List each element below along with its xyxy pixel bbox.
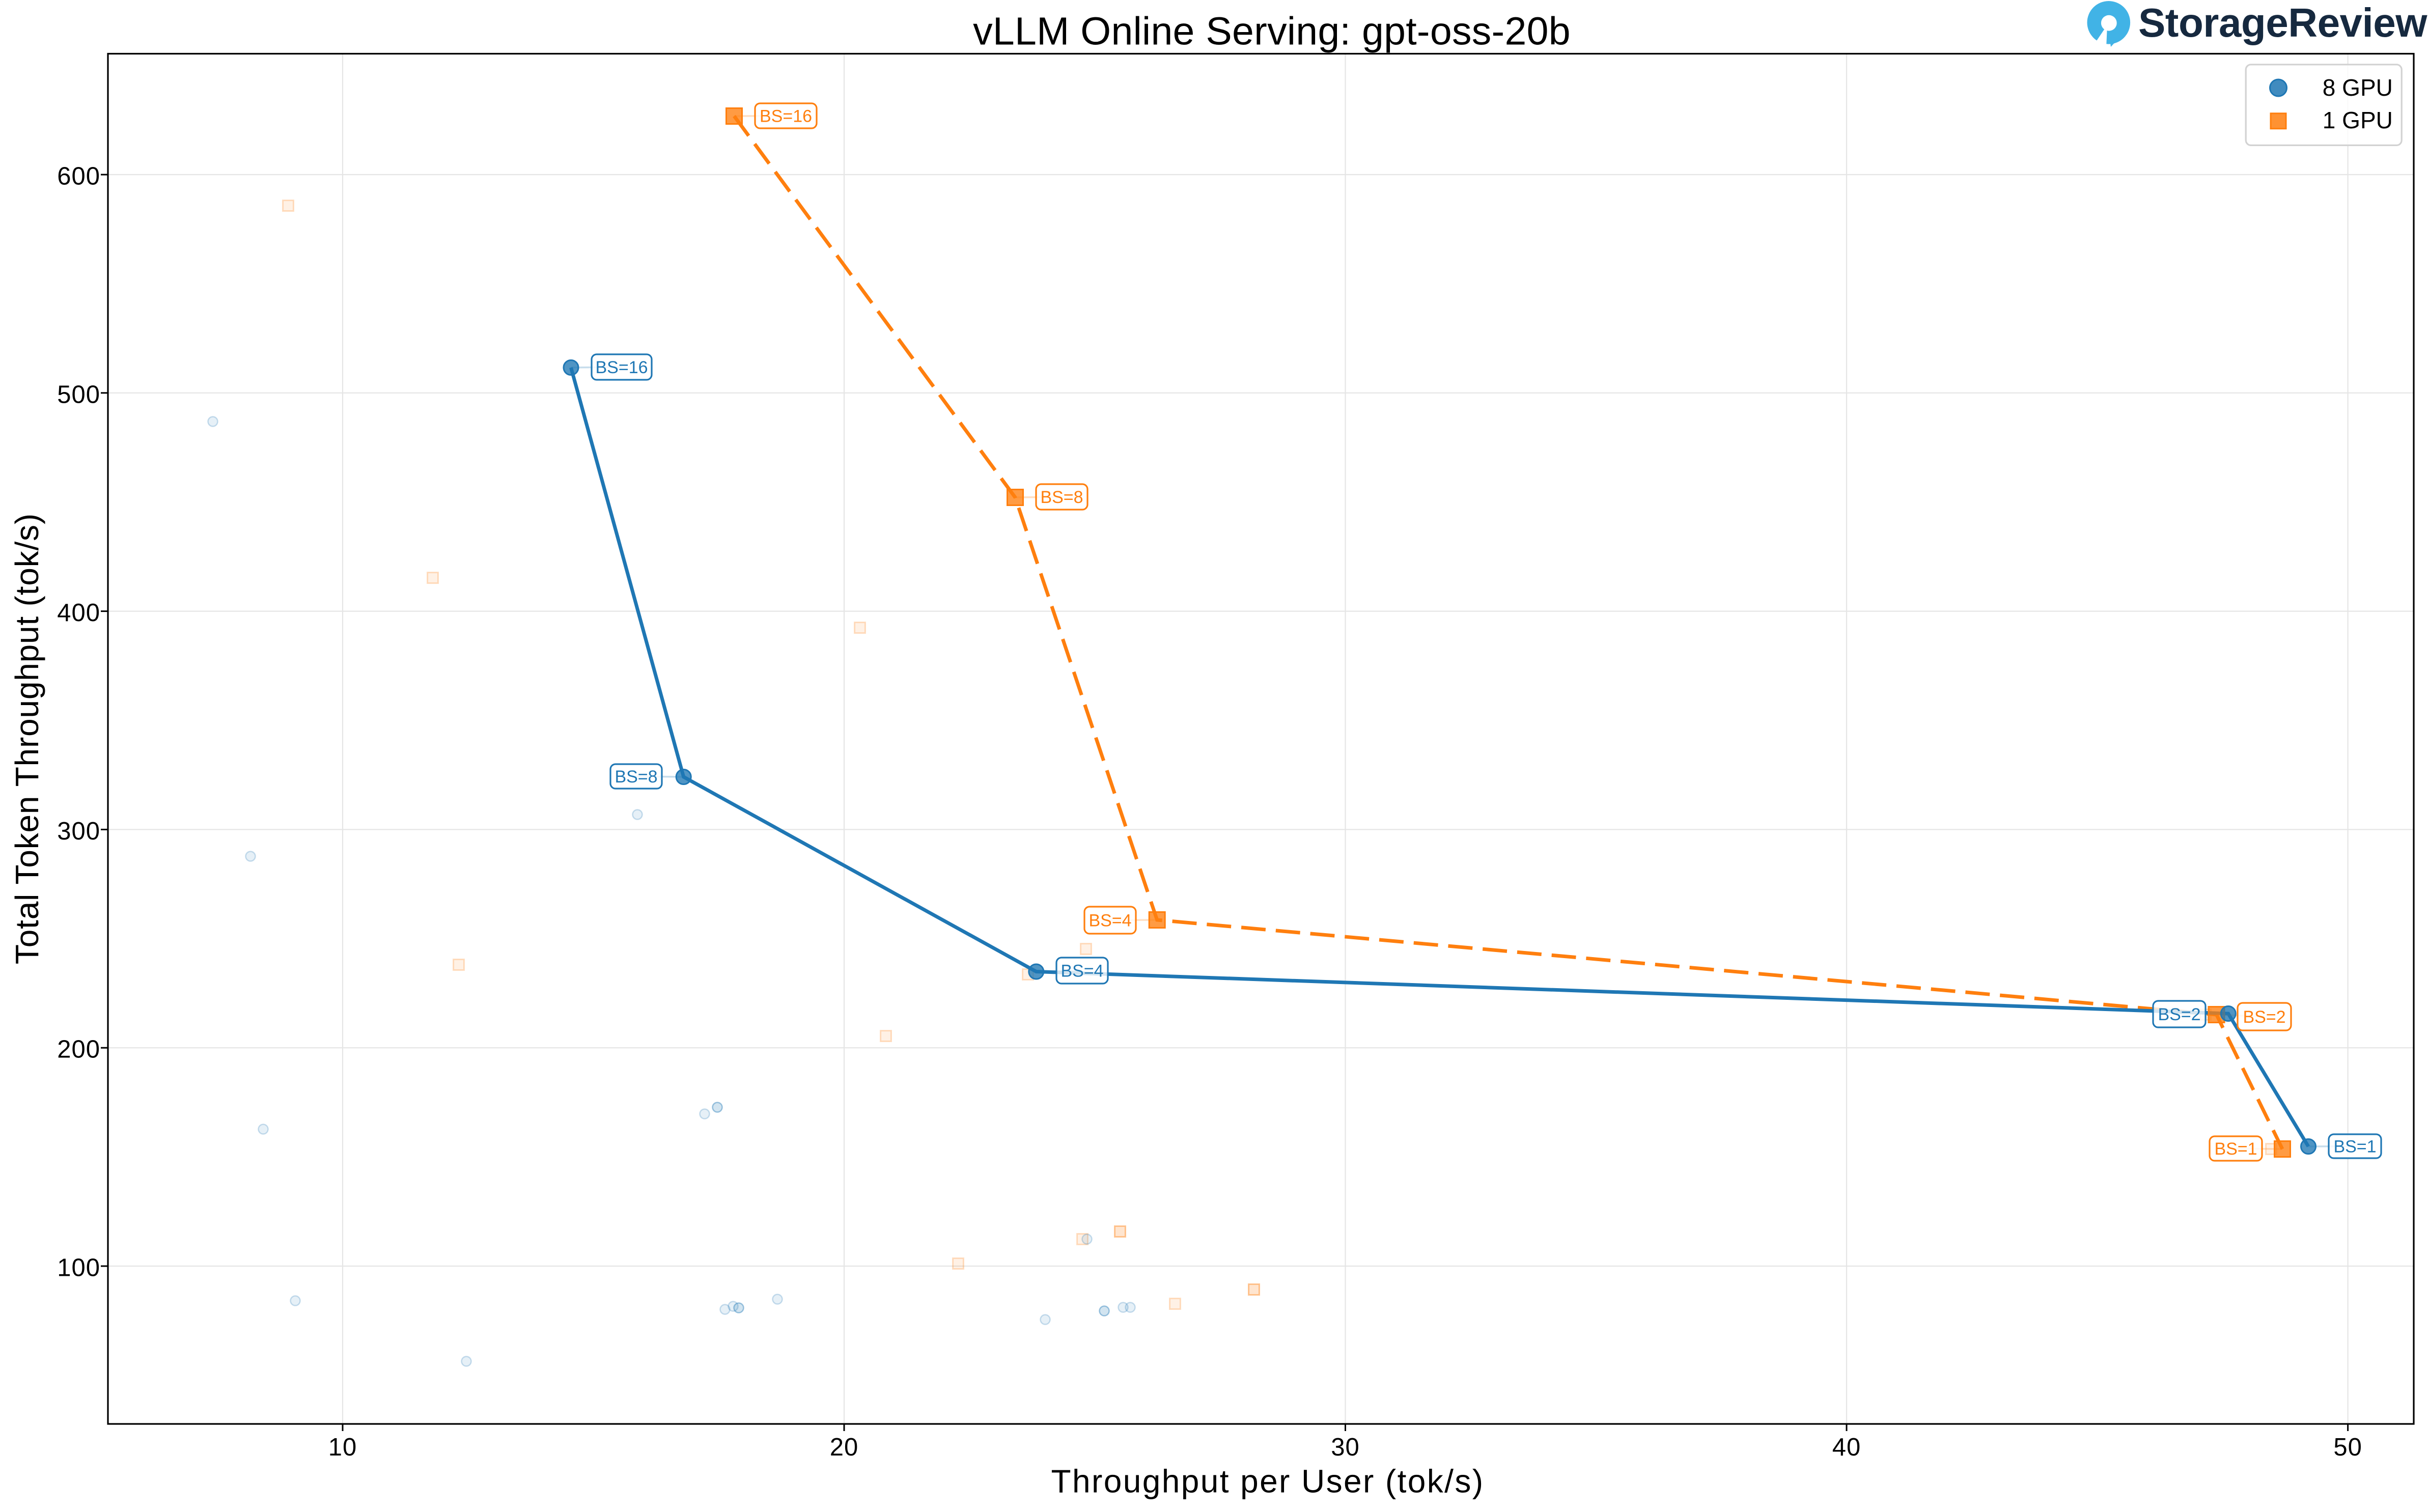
svg-text:300: 300	[57, 818, 100, 845]
svg-text:BS=1: BS=1	[2214, 1139, 2257, 1159]
svg-text:Total Token Throughput (tok/s): Total Token Throughput (tok/s)	[9, 513, 45, 964]
svg-text:40: 40	[1832, 1434, 1861, 1461]
svg-text:BS=16: BS=16	[760, 107, 812, 126]
svg-text:BS=2: BS=2	[2243, 1007, 2285, 1027]
svg-text:50: 50	[2333, 1434, 2362, 1461]
svg-text:600: 600	[57, 163, 100, 190]
svg-text:8 GPU: 8 GPU	[2323, 74, 2393, 101]
svg-text:100: 100	[57, 1254, 100, 1282]
svg-text:10: 10	[328, 1434, 357, 1461]
svg-text:500: 500	[57, 381, 100, 408]
svg-text:400: 400	[57, 599, 100, 627]
svg-text:BS=8: BS=8	[1040, 488, 1083, 507]
svg-text:1 GPU: 1 GPU	[2323, 107, 2393, 133]
svg-text:vLLM Online Serving: gpt-oss-2: vLLM Online Serving: gpt-oss-20b	[973, 10, 1571, 53]
svg-text:BS=16: BS=16	[595, 358, 648, 377]
svg-text:200: 200	[57, 1036, 100, 1063]
svg-text:30: 30	[1331, 1434, 1360, 1461]
svg-text:BS=4: BS=4	[1089, 911, 1131, 931]
svg-text:BS=1: BS=1	[2333, 1137, 2376, 1157]
svg-text:BS=2: BS=2	[2158, 1005, 2200, 1024]
svg-text:Throughput per User (tok/s): Throughput per User (tok/s)	[1051, 1463, 1485, 1500]
svg-text:StorageReview: StorageReview	[2138, 0, 2427, 45]
svg-text:BS=4: BS=4	[1060, 962, 1103, 981]
svg-text:BS=8: BS=8	[615, 767, 657, 787]
svg-text:20: 20	[830, 1434, 859, 1461]
